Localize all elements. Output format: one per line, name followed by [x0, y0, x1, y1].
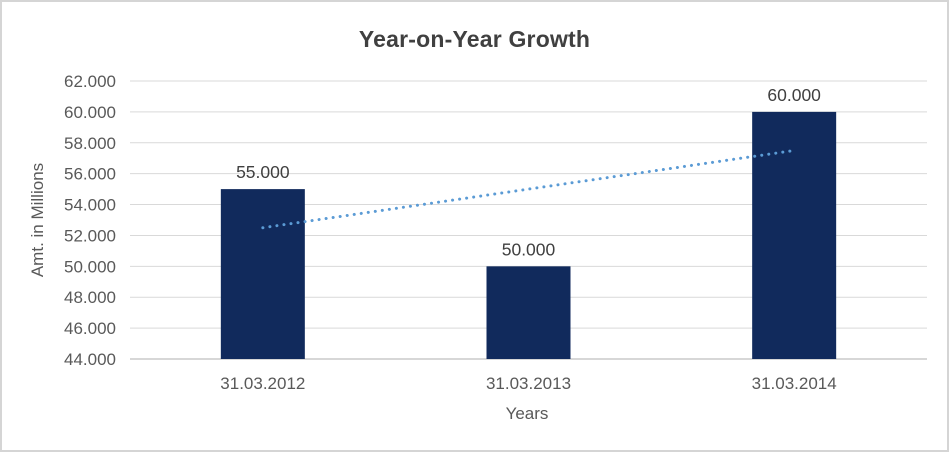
x-tick-label: 31.03.2013 — [486, 374, 571, 393]
y-tick-label: 46.000 — [64, 319, 116, 338]
y-tick-label: 44.000 — [64, 350, 116, 369]
chart-title: Year-on-Year Growth — [358, 26, 591, 52]
y-tick-label: 58.000 — [64, 134, 116, 153]
y-tick-label: 54.000 — [64, 196, 116, 215]
data-label: 50.000 — [502, 239, 556, 259]
y-tick-label: 56.000 — [64, 165, 116, 184]
trendline — [261, 149, 796, 230]
x-tick-label: 31.03.2012 — [220, 374, 305, 393]
x-axis-title: Years — [505, 404, 549, 423]
y-axis-title: Amt. in Millions — [28, 162, 47, 278]
bar-31.03.2014 — [752, 111, 837, 359]
y-tick-label: 52.000 — [64, 226, 116, 245]
bar-31.03.2013 — [486, 266, 571, 359]
x-tick-label: 31.03.2014 — [752, 374, 837, 393]
y-tick-label: 60.000 — [64, 103, 116, 122]
y-tick-label: 50.000 — [64, 257, 116, 276]
data-label: 55.000 — [236, 162, 290, 182]
bar-31.03.2012 — [220, 189, 305, 359]
y-tick-label: 62.000 — [64, 72, 116, 91]
data-label: 60.000 — [767, 85, 821, 105]
y-tick-label: 48.000 — [64, 288, 116, 307]
